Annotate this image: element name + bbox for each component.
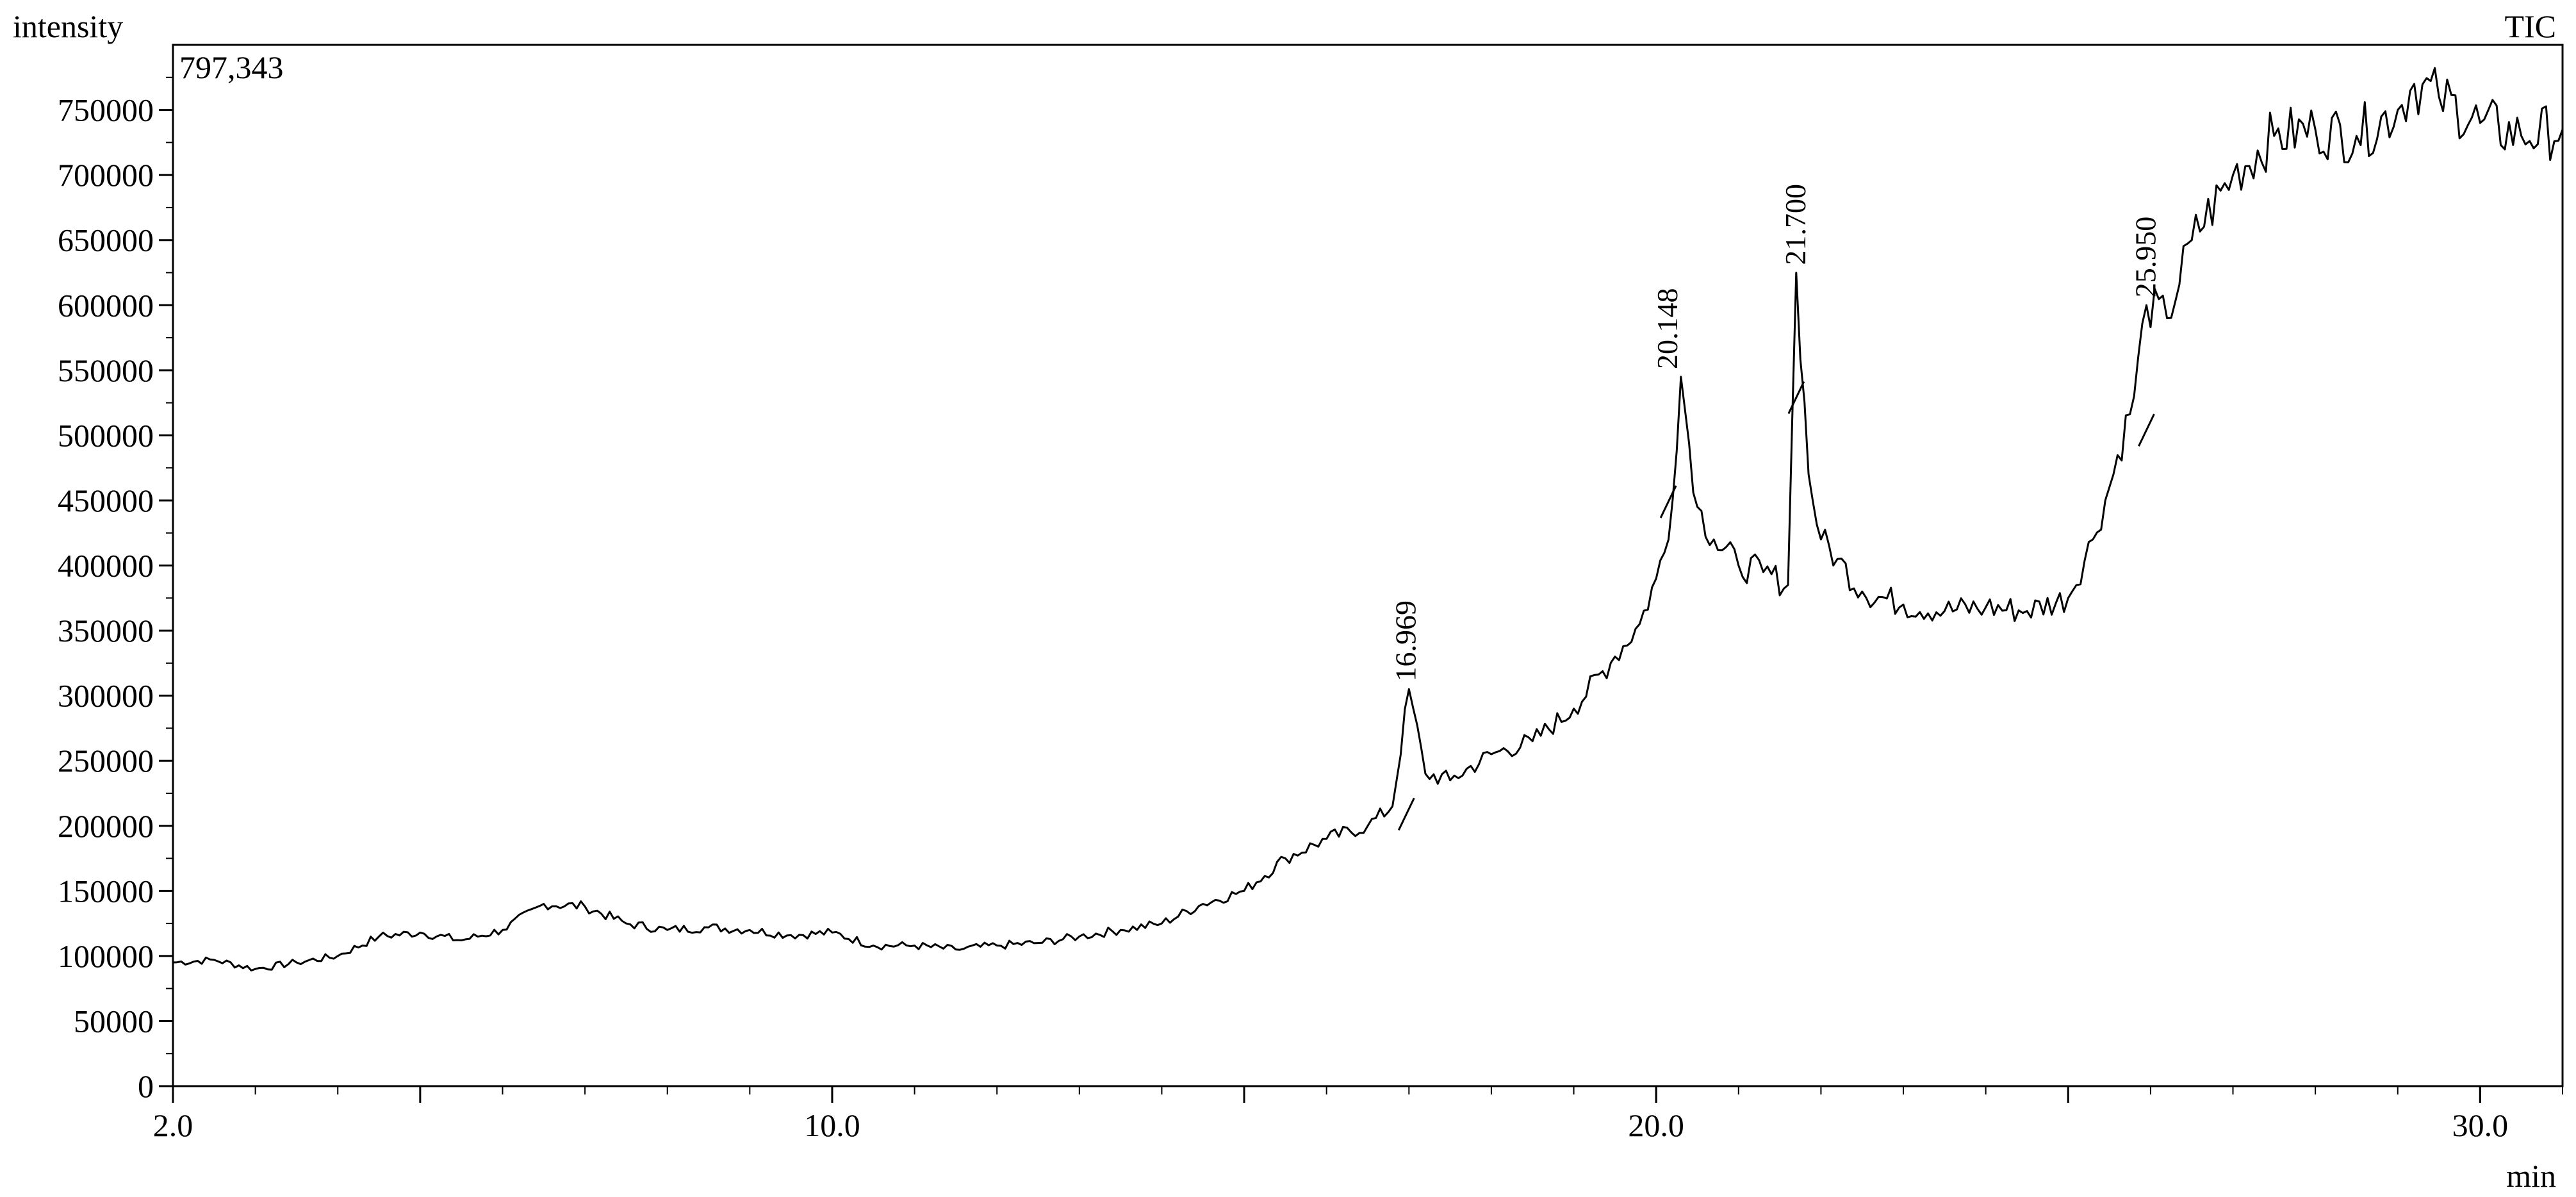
peak-label: 21.700 — [1779, 184, 1812, 265]
y-tick-label: 550000 — [58, 352, 154, 388]
y-tick-label: 200000 — [58, 808, 154, 844]
y-tick-label: 50000 — [74, 1003, 154, 1039]
max-intensity-label: 797,343 — [179, 49, 284, 85]
peak-marker — [1397, 797, 1415, 831]
peak-label: 20.148 — [1651, 288, 1684, 369]
peak-label: 16.969 — [1389, 600, 1422, 682]
y-tick-label: 0 — [138, 1068, 154, 1104]
peak-label: 25.950 — [2129, 217, 2162, 298]
y-tick-label: 700000 — [58, 157, 154, 193]
x-tick-label: 30.0 — [2452, 1107, 2509, 1143]
x-tick-label: 20.0 — [1628, 1107, 1684, 1143]
x-tick-label: 10.0 — [804, 1107, 860, 1143]
x-axis-label: min — [2506, 1158, 2556, 1194]
series-name-label: TIC — [2504, 8, 2556, 44]
y-axis-label: intensity — [13, 8, 123, 44]
y-tick-label: 750000 — [58, 92, 154, 128]
y-tick-label: 100000 — [58, 938, 154, 974]
y-tick-label: 250000 — [58, 743, 154, 779]
y-tick-label: 450000 — [58, 483, 154, 518]
y-tick-label: 600000 — [58, 287, 154, 323]
y-tick-label: 300000 — [58, 678, 154, 714]
y-tick-label: 650000 — [58, 222, 154, 258]
y-tick-label: 150000 — [58, 873, 154, 909]
y-tick-label: 400000 — [58, 548, 154, 584]
x-tick-label: 2.0 — [153, 1107, 193, 1143]
peak-marker — [2138, 413, 2155, 447]
peak-marker — [1787, 381, 1805, 415]
y-tick-label: 350000 — [58, 613, 154, 648]
plot-frame — [172, 44, 2564, 1087]
peak-marker — [1659, 485, 1677, 518]
tic-series-line — [172, 67, 2564, 971]
y-tick-label: 500000 — [58, 417, 154, 453]
